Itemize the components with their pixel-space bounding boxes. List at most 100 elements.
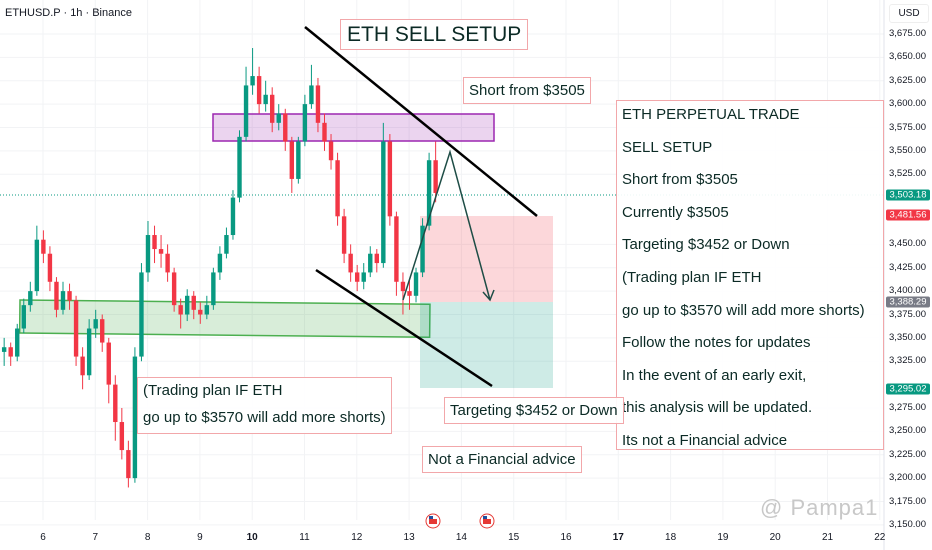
candle <box>139 263 144 362</box>
candle <box>348 244 353 282</box>
price-tick-label: 3,175.00 <box>889 495 926 507</box>
projection-path[interactable] <box>402 149 491 301</box>
lower-trendline[interactable] <box>315 268 493 388</box>
candle-body <box>361 272 366 282</box>
candle <box>368 246 373 278</box>
date-tick-label: 15 <box>508 532 520 543</box>
trading-plan-note[interactable]: (Trading plan IF ETH go up to $3570 will… <box>137 377 392 434</box>
price-tick-label: 3,400.00 <box>889 285 926 297</box>
candle-body <box>413 272 419 296</box>
price-marker-label: 3,503.18 <box>886 189 930 201</box>
date-tick-label: 9 <box>197 532 203 543</box>
candle <box>302 94 308 147</box>
candle <box>86 319 92 380</box>
candle-body <box>322 122 327 142</box>
summary-line: Currently $3505 <box>622 203 729 221</box>
date-tick-label: 16 <box>560 532 572 543</box>
candle <box>341 208 347 264</box>
candle <box>276 104 281 131</box>
us-flag-event-icon[interactable] <box>479 513 495 529</box>
candle-body <box>1 347 7 352</box>
target-note[interactable]: Targeting $3452 or Down <box>444 397 624 424</box>
summary-line: SELL SETUP <box>622 138 713 156</box>
candle <box>361 263 366 290</box>
candle <box>354 264 360 292</box>
date-tick-label: 12 <box>351 532 363 543</box>
date-tick-label: 10 <box>246 532 258 543</box>
price-tick-label: 3,150.00 <box>889 518 926 530</box>
candle <box>374 249 379 273</box>
candle-body <box>315 85 321 123</box>
plan-line: (Trading plan IF ETH <box>143 382 283 399</box>
candle-body <box>139 272 144 357</box>
candle-body <box>119 422 125 451</box>
candle-body <box>341 216 347 254</box>
candle-body <box>15 328 20 357</box>
short-from-note[interactable]: Short from $3505 <box>463 77 591 104</box>
candle <box>283 108 288 151</box>
resistance-zone[interactable] <box>212 113 495 142</box>
date-tick-label: 22 <box>874 532 886 543</box>
candle <box>387 134 393 226</box>
candle <box>230 190 236 240</box>
candle-body <box>309 85 314 105</box>
candle-body <box>145 235 151 273</box>
candle <box>165 244 170 282</box>
candle <box>15 323 20 362</box>
upper-trendline[interactable] <box>304 26 538 217</box>
candle <box>67 283 72 310</box>
candle-body <box>171 272 177 306</box>
candle-body <box>407 291 412 296</box>
candle <box>289 136 295 193</box>
candle-body <box>100 319 105 343</box>
candle <box>106 337 111 404</box>
price-marker-label: 3,295.02 <box>886 383 930 395</box>
plan-line: go up to $3570 will add more shorts) <box>143 409 386 426</box>
date-tick-label: 6 <box>40 532 46 543</box>
candle-body <box>86 328 92 376</box>
title-note[interactable]: ETH SELL SETUP <box>340 19 529 50</box>
price-tick-label: 3,450.00 <box>889 238 926 250</box>
candle <box>400 272 406 315</box>
candle-body <box>60 291 66 310</box>
candle-body <box>47 253 53 282</box>
date-tick-label: 21 <box>821 532 834 543</box>
candle <box>198 302 203 324</box>
currency-button[interactable]: USD <box>889 4 929 23</box>
candle <box>145 221 151 282</box>
candle-body <box>296 141 301 179</box>
take-profit-zone[interactable] <box>420 302 553 388</box>
us-flag-event-icon[interactable] <box>425 513 441 529</box>
summary-line: Short from $3505 <box>622 171 738 189</box>
summary-line: Targeting $3452 or Down <box>622 236 790 254</box>
candle-body <box>80 356 85 376</box>
disclaimer-note[interactable]: Not a Financial advice <box>422 446 582 473</box>
candle <box>171 267 177 312</box>
candle <box>243 66 249 142</box>
price-tick-label: 3,200.00 <box>889 472 926 484</box>
candle <box>420 218 425 278</box>
trade-summary-note[interactable]: ETH PERPETUAL TRADE SELL SETUP Short fro… <box>616 100 884 450</box>
arrow-head-icon <box>482 289 495 302</box>
candle-body <box>165 253 170 273</box>
price-tick-label: 3,225.00 <box>889 448 926 460</box>
candle-body <box>41 239 46 254</box>
candle-body <box>204 305 210 315</box>
candle-body <box>400 281 406 292</box>
candle-body <box>152 235 157 250</box>
candle-body <box>211 272 216 306</box>
candle-body <box>8 347 13 357</box>
candle-body <box>335 160 340 217</box>
candle <box>185 289 190 322</box>
candle-body <box>73 300 79 357</box>
candle-body <box>132 356 138 479</box>
candle-body <box>198 309 203 315</box>
candle-body <box>93 319 98 329</box>
support-zone[interactable] <box>18 299 431 339</box>
candle <box>269 87 275 133</box>
candle <box>296 136 301 184</box>
price-tick-label: 3,250.00 <box>889 425 926 437</box>
symbol-header: ETHUSD.P · 1h · Binance <box>5 7 132 19</box>
date-tick-label: 19 <box>717 532 729 543</box>
candle <box>224 227 229 259</box>
